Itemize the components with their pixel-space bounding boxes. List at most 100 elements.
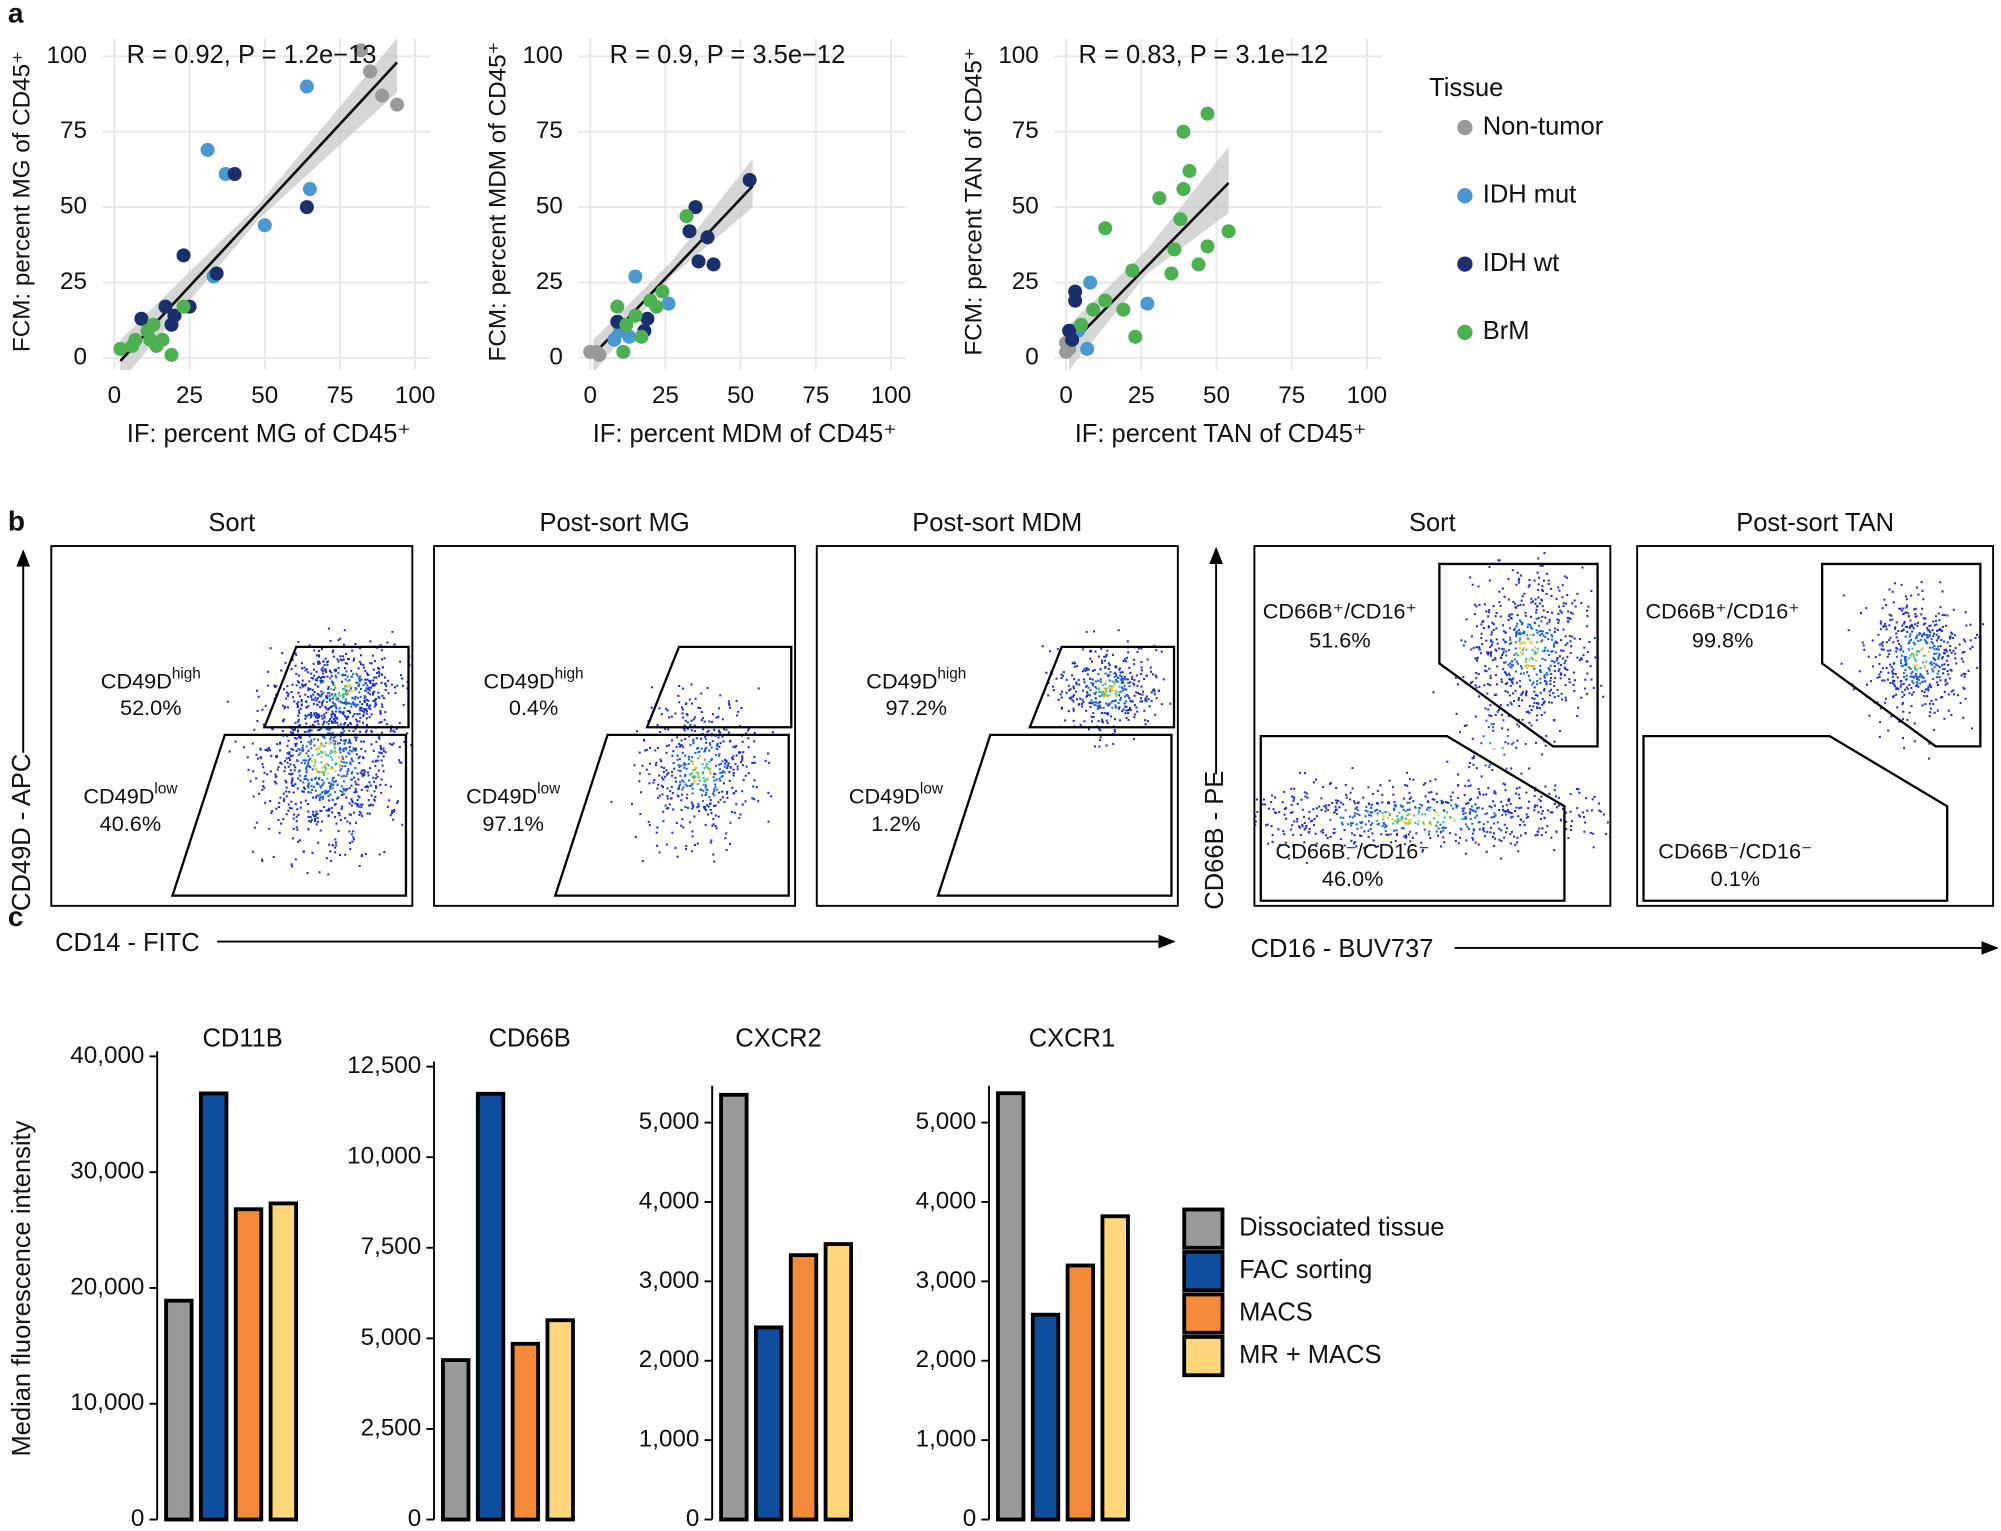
event-dot bbox=[381, 764, 384, 767]
event-dot bbox=[1384, 824, 1387, 827]
event-dot bbox=[379, 712, 382, 715]
point bbox=[1086, 302, 1101, 317]
event-dot bbox=[1501, 624, 1505, 627]
event-dot bbox=[1537, 583, 1540, 586]
event-dot bbox=[1154, 713, 1157, 716]
event-dot bbox=[1522, 641, 1525, 644]
event-dot bbox=[352, 673, 355, 676]
event-dot bbox=[610, 800, 613, 803]
event-dot bbox=[1502, 668, 1505, 671]
event-dot bbox=[307, 729, 311, 732]
event-dot bbox=[1389, 833, 1392, 836]
event-dot bbox=[1522, 603, 1525, 606]
event-dot bbox=[1099, 729, 1102, 732]
event-dot bbox=[1589, 831, 1592, 834]
event-dot bbox=[327, 692, 330, 695]
event-dot bbox=[332, 776, 335, 779]
event-dot bbox=[1938, 676, 1941, 679]
event-dot bbox=[1928, 715, 1931, 718]
event-dot bbox=[1140, 697, 1143, 700]
event-dot bbox=[1519, 664, 1523, 667]
event-dot bbox=[333, 702, 336, 705]
event-dot bbox=[321, 744, 324, 747]
event-dot bbox=[1137, 680, 1140, 683]
event-dot bbox=[1669, 812, 1671, 814]
event-dot bbox=[667, 772, 670, 775]
event-dot bbox=[1376, 812, 1379, 815]
event-dot bbox=[1532, 633, 1535, 636]
event-dot bbox=[320, 755, 323, 758]
event-dot bbox=[1566, 655, 1569, 658]
event-dot bbox=[353, 689, 356, 692]
event-dot bbox=[1891, 682, 1894, 685]
event-dot bbox=[302, 781, 305, 784]
event-dot bbox=[278, 801, 281, 804]
event-dot bbox=[1896, 639, 1899, 642]
event-dot bbox=[1535, 673, 1538, 676]
event-dot bbox=[344, 739, 347, 742]
event-dot bbox=[1937, 637, 1940, 640]
event-dot bbox=[1152, 689, 1155, 692]
event-dot bbox=[1487, 708, 1490, 711]
event-dot bbox=[300, 662, 303, 665]
event-dot bbox=[1408, 797, 1411, 800]
event-dot bbox=[677, 764, 680, 767]
event-dot bbox=[363, 701, 366, 704]
event-dot bbox=[1382, 814, 1385, 817]
event-dot bbox=[353, 791, 356, 794]
event-dot bbox=[310, 818, 313, 821]
event-dot bbox=[1916, 621, 1919, 624]
event-dot bbox=[1525, 648, 1528, 651]
event-dot bbox=[667, 728, 670, 731]
event-dot bbox=[385, 723, 388, 726]
event-dot bbox=[307, 815, 310, 818]
event-dot bbox=[1480, 742, 1483, 745]
x-axis-label: IF: percent MDM of CD45⁺ bbox=[593, 420, 897, 448]
event-dot bbox=[1549, 683, 1552, 686]
event-dot bbox=[1129, 699, 1132, 702]
event-dot bbox=[1881, 679, 1884, 682]
gate-percent: 99.8% bbox=[1692, 627, 1753, 652]
event-dot bbox=[709, 802, 712, 805]
event-dot bbox=[1360, 826, 1363, 829]
event-dot bbox=[1304, 795, 1307, 798]
event-dot bbox=[1104, 683, 1107, 686]
event-dot bbox=[1492, 629, 1495, 632]
event-dot bbox=[336, 797, 339, 800]
event-dot bbox=[1884, 701, 1887, 704]
event-dot bbox=[318, 796, 321, 799]
event-dot bbox=[1888, 624, 1891, 627]
event-dot bbox=[323, 764, 327, 767]
event-dot bbox=[1320, 797, 1323, 800]
event-dot bbox=[728, 702, 731, 705]
event-dot bbox=[1487, 653, 1490, 656]
event-dot bbox=[1449, 816, 1452, 819]
event-dot bbox=[1092, 716, 1095, 719]
event-dot bbox=[294, 745, 297, 748]
event-dot bbox=[1880, 642, 1883, 645]
event-dot bbox=[719, 741, 722, 744]
event-dot bbox=[1540, 599, 1543, 602]
event-dot bbox=[1909, 675, 1912, 678]
event-dot bbox=[1903, 747, 1906, 750]
event-dot bbox=[1557, 612, 1560, 615]
event-dot bbox=[1913, 668, 1916, 671]
event-dot bbox=[1910, 638, 1913, 641]
event-dot bbox=[1553, 641, 1556, 644]
event-dot bbox=[377, 759, 380, 762]
event-dot bbox=[341, 790, 344, 793]
event-dot bbox=[1570, 820, 1574, 823]
event-dot bbox=[1940, 629, 1944, 632]
event-dot bbox=[291, 865, 294, 868]
event-dot bbox=[401, 677, 404, 680]
event-dot bbox=[1491, 621, 1494, 624]
event-dot bbox=[1118, 667, 1121, 670]
event-dot bbox=[1104, 687, 1107, 690]
event-dot bbox=[1322, 831, 1325, 834]
event-dot bbox=[294, 743, 297, 746]
event-dot bbox=[1510, 830, 1513, 833]
event-dot bbox=[298, 695, 301, 698]
event-dot bbox=[1559, 609, 1562, 612]
event-dot bbox=[656, 723, 659, 726]
event-dot bbox=[1576, 592, 1579, 595]
